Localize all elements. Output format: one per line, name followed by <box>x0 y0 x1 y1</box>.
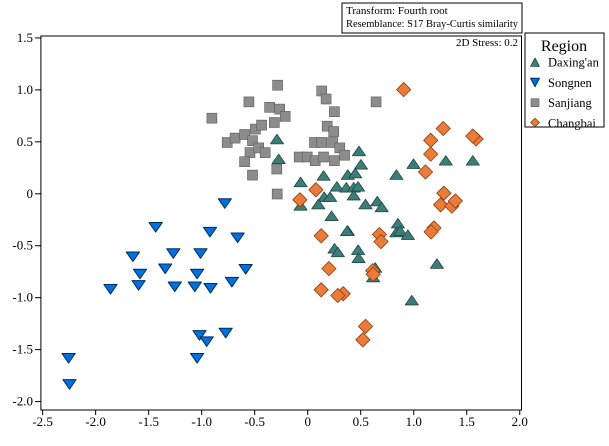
svg-text:0: 0 <box>27 186 34 201</box>
svg-text:Daxing'an: Daxing'an <box>548 56 600 70</box>
svg-text:Songnen: Songnen <box>548 76 593 90</box>
svg-text:Region: Region <box>541 38 587 55</box>
svg-text:Resemblance: S17 Bray-Curtis s: Resemblance: S17 Bray-Curtis similarity <box>346 19 519 30</box>
svg-text:2.0: 2.0 <box>512 414 528 429</box>
svg-text:-0.5: -0.5 <box>12 238 33 253</box>
svg-text:1.0: 1.0 <box>406 414 422 429</box>
svg-text:1.5: 1.5 <box>459 414 475 429</box>
svg-text:-2.0: -2.0 <box>85 414 106 429</box>
svg-text:2D Stress: 0.2: 2D Stress: 0.2 <box>456 37 518 49</box>
svg-text:0.5: 0.5 <box>353 414 369 429</box>
svg-text:1.5: 1.5 <box>17 30 33 45</box>
svg-text:-2.5: -2.5 <box>32 414 53 429</box>
svg-text:-1.5: -1.5 <box>12 342 33 357</box>
svg-text:Sanjiang: Sanjiang <box>548 96 592 110</box>
svg-text:-0.5: -0.5 <box>244 414 265 429</box>
svg-text:-2.0: -2.0 <box>12 394 33 409</box>
svg-text:-1.0: -1.0 <box>12 290 33 305</box>
svg-text:1.0: 1.0 <box>17 82 33 97</box>
svg-text:0: 0 <box>304 414 311 429</box>
svg-text:-1.0: -1.0 <box>191 414 212 429</box>
svg-text:Changbai: Changbai <box>548 116 596 130</box>
svg-text:Transform: Fourth root: Transform: Fourth root <box>346 5 448 17</box>
svg-text:0.5: 0.5 <box>17 134 33 149</box>
svg-text:-1.5: -1.5 <box>138 414 159 429</box>
